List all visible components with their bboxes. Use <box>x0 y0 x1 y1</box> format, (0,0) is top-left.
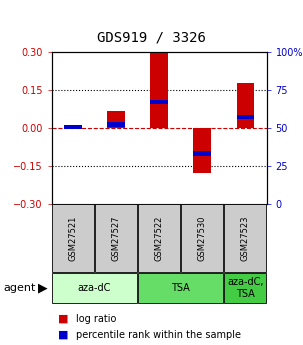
FancyBboxPatch shape <box>138 204 180 272</box>
FancyBboxPatch shape <box>224 204 266 272</box>
Text: aza-dC: aza-dC <box>78 283 111 293</box>
FancyBboxPatch shape <box>95 204 137 272</box>
Bar <box>108 122 125 127</box>
Text: GSM27530: GSM27530 <box>198 215 207 261</box>
Bar <box>194 151 211 156</box>
Text: agent: agent <box>3 283 35 293</box>
FancyBboxPatch shape <box>138 273 223 303</box>
FancyBboxPatch shape <box>181 204 223 272</box>
FancyBboxPatch shape <box>52 273 137 303</box>
Bar <box>108 111 125 128</box>
Text: GDS919 / 3326: GDS919 / 3326 <box>97 31 206 45</box>
Bar <box>237 83 254 128</box>
Bar <box>237 115 254 119</box>
Bar <box>151 100 168 104</box>
Text: TSA: TSA <box>171 283 190 293</box>
Bar <box>65 126 82 128</box>
Text: log ratio: log ratio <box>76 314 116 324</box>
Text: GSM27521: GSM27521 <box>68 215 78 261</box>
Text: percentile rank within the sample: percentile rank within the sample <box>76 330 241 339</box>
Bar <box>151 53 168 128</box>
Text: GSM27522: GSM27522 <box>155 215 164 261</box>
Bar <box>65 125 82 129</box>
Text: ▶: ▶ <box>38 282 47 295</box>
Text: GSM27523: GSM27523 <box>241 215 250 261</box>
FancyBboxPatch shape <box>52 204 94 272</box>
Text: GSM27527: GSM27527 <box>112 215 121 261</box>
FancyBboxPatch shape <box>224 273 266 303</box>
Bar <box>194 128 211 173</box>
Text: ■: ■ <box>58 330 68 339</box>
Text: aza-dC,
TSA: aza-dC, TSA <box>227 277 263 299</box>
Text: ■: ■ <box>58 314 68 324</box>
